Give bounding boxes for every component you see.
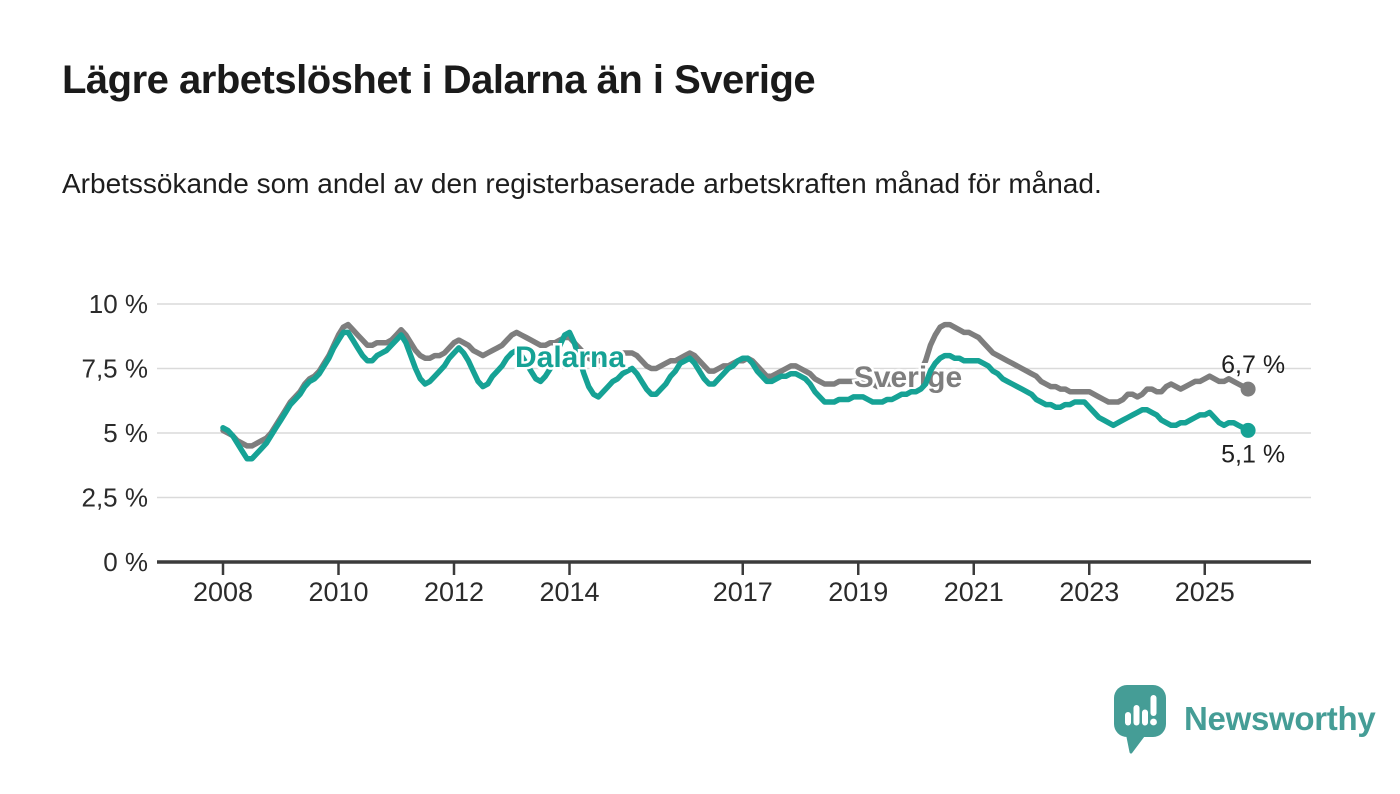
series-line-dalarna bbox=[220, 329, 1251, 462]
x-axis-tick-label: 2017 bbox=[713, 577, 773, 607]
y-axis-tick-label: 10 % bbox=[89, 289, 148, 319]
series-label-dalarna: Dalarna bbox=[515, 341, 625, 374]
page-title: Lägre arbetslöshet i Dalarna än i Sverig… bbox=[62, 58, 816, 102]
y-axis-tick-label: 7,5 % bbox=[82, 354, 149, 384]
exclamation-dot bbox=[1150, 718, 1157, 726]
x-axis-tick-label: 2025 bbox=[1175, 577, 1235, 607]
end-value-label-dalarna: 5,1 % bbox=[1221, 440, 1285, 468]
brand-footer: Newsworthy bbox=[1113, 684, 1376, 754]
x-axis-tick-label: 2010 bbox=[308, 577, 368, 607]
series-end-dot-dalarna bbox=[1240, 422, 1256, 438]
y-axis-tick-label: 0 % bbox=[103, 547, 148, 577]
x-axis-tick-label: 2019 bbox=[828, 577, 888, 607]
line-chart: 0 % 2,5 % 5 % 7,5 % 10 % 2008 2010 2012 2014 2017… bbox=[82, 289, 1311, 607]
x-axis-tick-label: 2021 bbox=[944, 577, 1004, 607]
x-axis-tick-label: 2014 bbox=[539, 577, 599, 607]
series-end-dot-sverige bbox=[1240, 381, 1256, 397]
chart-subtitle: Arbetssökande som andel av den registerb… bbox=[62, 168, 1102, 199]
brand-name: Newsworthy bbox=[1184, 700, 1376, 737]
end-value-label-sverige: 6,7 % bbox=[1221, 351, 1285, 379]
series-line-sverige bbox=[220, 321, 1251, 449]
x-axis-tick-label: 2012 bbox=[424, 577, 484, 607]
newsworthy-barchart-pin-icon bbox=[1114, 685, 1166, 754]
x-axis-tick-label: 2008 bbox=[193, 577, 253, 607]
y-axis-tick-label: 2,5 % bbox=[82, 483, 149, 513]
x-axis-tick-label: 2023 bbox=[1059, 577, 1119, 607]
y-axis-tick-label: 5 % bbox=[103, 418, 148, 448]
series-label-sverige: Sverige bbox=[854, 361, 962, 394]
